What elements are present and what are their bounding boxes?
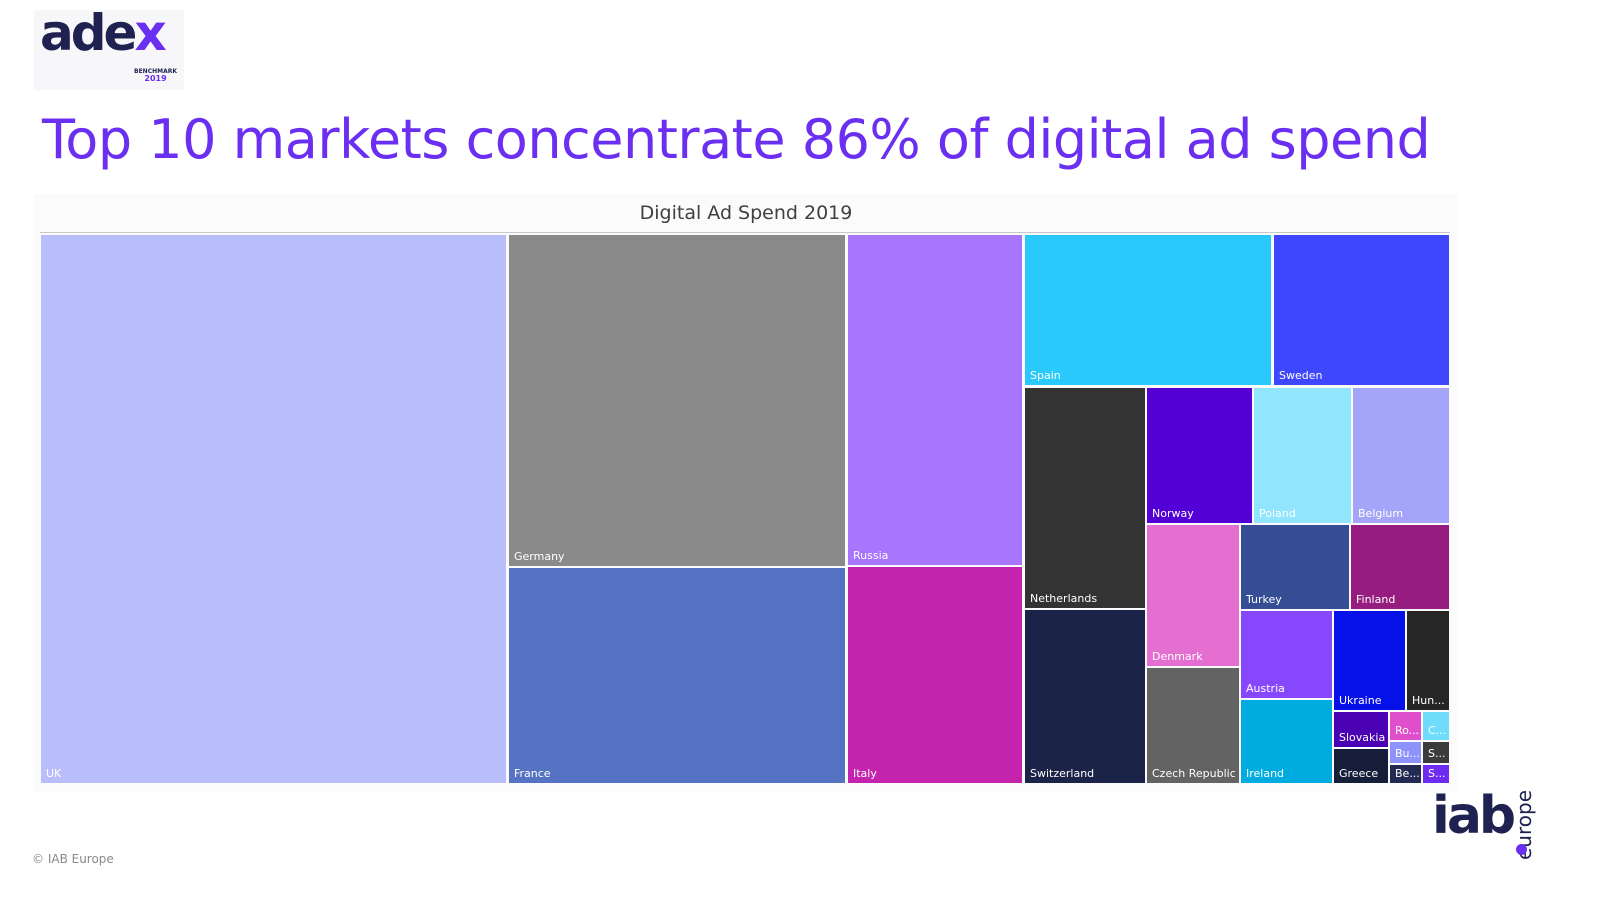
treemap-label-russia: Russia bbox=[853, 549, 888, 562]
treemap-label-slovenia: S... bbox=[1428, 767, 1445, 780]
treemap-tile-austria: Austria bbox=[1241, 611, 1332, 698]
treemap-rect-hungary bbox=[1407, 611, 1449, 710]
treemap-tile-greece: Greece bbox=[1334, 749, 1388, 783]
treemap-label-belarus: Be... bbox=[1395, 767, 1420, 780]
treemap-tile-norway: Norway bbox=[1147, 388, 1252, 523]
treemap-tile-bulgaria: Bu... bbox=[1390, 742, 1421, 763]
treemap-tile-belarus: Be... bbox=[1390, 765, 1421, 783]
treemap-tile-romania: Ro... bbox=[1390, 712, 1421, 740]
treemap-rect-russia bbox=[848, 235, 1022, 565]
treemap-tile-sweden: Sweden bbox=[1274, 235, 1449, 385]
chart-title-divider bbox=[40, 232, 1450, 233]
treemap-label-denmark: Denmark bbox=[1152, 650, 1203, 663]
treemap-rect-netherlands bbox=[1025, 388, 1145, 608]
treemap-label-finland: Finland bbox=[1356, 593, 1395, 606]
treemap-tile-spain: Spain bbox=[1025, 235, 1271, 385]
treemap-tile-belgium: Belgium bbox=[1353, 388, 1449, 523]
treemap-label-greece: Greece bbox=[1339, 767, 1378, 780]
treemap-tile-ukraine: Ukraine bbox=[1334, 611, 1405, 710]
treemap-rect-austria bbox=[1241, 611, 1332, 698]
treemap-rect-romania bbox=[1390, 712, 1421, 740]
treemap-label-romania: Ro... bbox=[1395, 724, 1419, 737]
adex-wordmark: adex bbox=[40, 4, 167, 62]
treemap-tile-finland: Finland bbox=[1351, 525, 1449, 609]
treemap-rect-slovakia bbox=[1334, 712, 1388, 747]
iab-wordmark: iab bbox=[1432, 786, 1516, 846]
treemap-label-norway: Norway bbox=[1152, 507, 1194, 520]
treemap-tile-ireland: Ireland bbox=[1241, 700, 1332, 783]
treemap-rect-belgium bbox=[1353, 388, 1449, 523]
adex-subline: BENCHMARK 2019 bbox=[134, 68, 178, 83]
treemap-rect-sweden bbox=[1274, 235, 1449, 385]
treemap-tile-france: France bbox=[509, 568, 845, 783]
treemap-label-turkey: Turkey bbox=[1245, 593, 1282, 606]
treemap-chart: UK Germany France Russia Italy Spain Sweden Net… bbox=[41, 235, 1449, 783]
treemap-label-ukraine: Ukraine bbox=[1339, 694, 1382, 707]
treemap-rect-turkey bbox=[1241, 525, 1349, 609]
treemap-rect-switzerland bbox=[1025, 610, 1145, 783]
treemap-tile-italy: Italy bbox=[848, 567, 1022, 783]
treemap-rect-bulgaria bbox=[1390, 742, 1421, 763]
treemap-rect-ukraine bbox=[1334, 611, 1405, 710]
treemap-tile-poland: Poland bbox=[1254, 388, 1351, 523]
treemap-label-belgium: Belgium bbox=[1358, 507, 1403, 520]
treemap-tile-hungary: Hun... bbox=[1407, 611, 1449, 710]
treemap-tile-turkey: Turkey bbox=[1241, 525, 1349, 609]
treemap-label-bulgaria: Bu... bbox=[1395, 747, 1420, 760]
treemap-rect-finland bbox=[1351, 525, 1449, 609]
treemap-tile-switzerland: Switzerland bbox=[1025, 610, 1145, 783]
treemap-rect-uk bbox=[41, 235, 506, 783]
treemap-label-serbia: S... bbox=[1428, 747, 1445, 760]
treemap-tile-serbia: S... bbox=[1423, 742, 1449, 763]
treemap-rect-france bbox=[509, 568, 845, 783]
chart-panel: Digital Ad Spend 2019 UK Germany France Rus… bbox=[34, 194, 1458, 792]
treemap-label-ireland: Ireland bbox=[1246, 767, 1284, 780]
chart-title: Digital Ad Spend 2019 bbox=[639, 202, 853, 224]
treemap-rect-poland bbox=[1254, 388, 1351, 523]
treemap-tile-croatia: C... bbox=[1423, 712, 1449, 740]
treemap-rect-denmark bbox=[1147, 525, 1239, 666]
iab-europe-logo: iab europe bbox=[1432, 764, 1542, 864]
treemap-rect-ireland bbox=[1241, 700, 1332, 783]
treemap-tile-denmark: Denmark bbox=[1147, 525, 1239, 666]
treemap-rect-norway bbox=[1147, 388, 1252, 523]
treemap-label-spain: Spain bbox=[1030, 369, 1061, 382]
treemap-tile-slovenia: S... bbox=[1423, 765, 1449, 783]
treemap-tile-russia: Russia bbox=[848, 235, 1022, 565]
treemap-tile-netherlands: Netherlands bbox=[1025, 388, 1145, 608]
treemap-rect-germany bbox=[509, 235, 845, 566]
treemap-tile-uk: UK bbox=[41, 235, 506, 783]
treemap-label-france: France bbox=[514, 767, 551, 780]
treemap-tile-germany: Germany bbox=[509, 235, 845, 566]
treemap-tile-czech-republic: Czech Republic bbox=[1147, 668, 1239, 783]
treemap-label-switzerland: Switzerland bbox=[1030, 767, 1094, 780]
slide-title: Top 10 markets concentrate 86% of digita… bbox=[42, 108, 1431, 171]
treemap-label-slovakia: Slovakia bbox=[1339, 731, 1385, 744]
treemap-rect-slovenia bbox=[1423, 765, 1449, 783]
treemap-label-hungary: Hun... bbox=[1412, 694, 1445, 707]
treemap-label-uk: UK bbox=[46, 767, 62, 780]
treemap-label-sweden: Sweden bbox=[1279, 369, 1322, 382]
treemap-rect-czech-republic bbox=[1147, 668, 1239, 783]
treemap-rect-belarus bbox=[1390, 765, 1421, 783]
treemap-rect-greece bbox=[1334, 749, 1388, 783]
adex-logo: adex BENCHMARK 2019 bbox=[34, 4, 184, 90]
treemap-label-germany: Germany bbox=[514, 550, 565, 563]
treemap-rect-italy bbox=[848, 567, 1022, 783]
treemap-tile-slovakia: Slovakia bbox=[1334, 712, 1388, 747]
treemap-label-croatia: C... bbox=[1428, 724, 1446, 737]
copyright-footer: © IAB Europe bbox=[32, 852, 114, 866]
treemap-rect-croatia bbox=[1423, 712, 1449, 740]
treemap-label-netherlands: Netherlands bbox=[1030, 592, 1097, 605]
treemap-label-poland: Poland bbox=[1259, 507, 1296, 520]
treemap-label-czech-republic: Czech Republic bbox=[1152, 767, 1236, 780]
treemap-label-italy: Italy bbox=[853, 767, 877, 780]
treemap-rect-serbia bbox=[1423, 742, 1449, 763]
logo-dot-icon bbox=[1516, 844, 1527, 855]
treemap-label-austria: Austria bbox=[1246, 682, 1285, 695]
treemap-rect-spain bbox=[1025, 235, 1271, 385]
